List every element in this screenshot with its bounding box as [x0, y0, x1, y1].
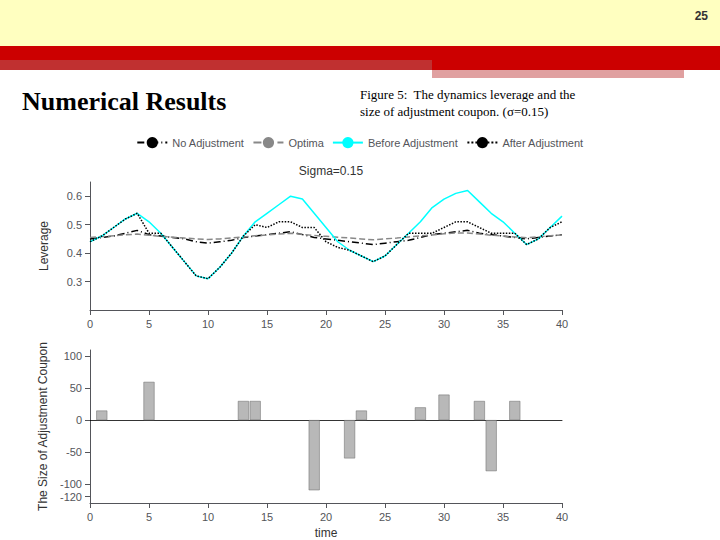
svg-text:The Size of Adjustment Coupon: The Size of Adjustment Coupon [36, 342, 50, 511]
svg-text:10: 10 [202, 318, 214, 330]
svg-text:40: 40 [556, 511, 568, 523]
svg-text:5: 5 [146, 318, 152, 330]
svg-text:10: 10 [202, 511, 214, 523]
svg-text:-50: -50 [66, 446, 82, 458]
svg-text:100: 100 [64, 350, 82, 362]
svg-text:35: 35 [497, 318, 509, 330]
svg-text:0: 0 [87, 318, 93, 330]
svg-text:0.3: 0.3 [67, 276, 82, 288]
svg-text:time: time [315, 526, 338, 540]
svg-text:Figure 5: The dynamics levera: Figure 5: The dynamics leverage and the [360, 87, 576, 102]
svg-text:0.6: 0.6 [67, 190, 82, 202]
svg-text:0: 0 [76, 414, 82, 426]
svg-text:After Adjustment: After Adjustment [502, 137, 583, 149]
svg-text:-120: -120 [60, 491, 82, 503]
svg-text:20: 20 [320, 511, 332, 523]
svg-text:30: 30 [438, 318, 450, 330]
svg-text:size of adjustment coupon. (σ=: size of adjustment coupon. (σ=0.15) [360, 104, 548, 119]
svg-text:25: 25 [379, 511, 391, 523]
svg-text:0: 0 [87, 511, 93, 523]
svg-text:Sigma=0.15: Sigma=0.15 [299, 164, 364, 178]
svg-text:20: 20 [320, 318, 332, 330]
svg-text:15: 15 [261, 511, 273, 523]
svg-text:Leverage: Leverage [37, 221, 51, 271]
svg-text:Before Adjustment: Before Adjustment [368, 137, 458, 149]
svg-text:No Adjustment: No Adjustment [172, 137, 244, 149]
svg-text:30: 30 [438, 511, 450, 523]
svg-text:Numerical Results: Numerical Results [22, 87, 226, 116]
svg-text:-100: -100 [60, 478, 82, 490]
svg-text:Optima: Optima [288, 137, 324, 149]
svg-text:0.4: 0.4 [67, 247, 82, 259]
svg-text:50: 50 [70, 382, 82, 394]
svg-text:0.5: 0.5 [67, 219, 82, 231]
svg-text:15: 15 [261, 318, 273, 330]
svg-text:35: 35 [497, 511, 509, 523]
svg-text:5: 5 [146, 511, 152, 523]
svg-text:25: 25 [379, 318, 391, 330]
svg-text:40: 40 [556, 318, 568, 330]
svg-text:25: 25 [695, 9, 709, 23]
